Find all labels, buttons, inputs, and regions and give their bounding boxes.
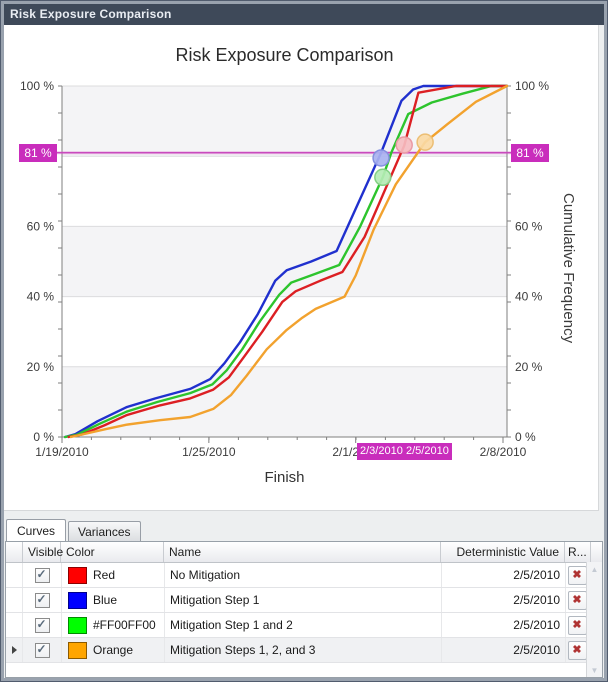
curve-name[interactable]: Mitigation Step 1 and 2 — [165, 613, 442, 637]
x-tick-label: 1/19/2010 — [35, 445, 89, 459]
grid-vertical-scrollbar[interactable]: ▲ ▼ — [586, 562, 602, 677]
marker-mitigation-step-1-and-2[interactable] — [374, 168, 392, 187]
color-swatch[interactable] — [68, 566, 87, 584]
color-label: Orange — [93, 643, 134, 657]
tab-variances[interactable]: Variances — [68, 521, 141, 541]
curve-name[interactable]: No Mitigation — [165, 563, 442, 587]
y-tick-label-left: 40 % — [27, 290, 55, 304]
deterministic-value[interactable]: 2/5/2010 — [442, 613, 566, 637]
color-label: #FF00FF00 — [93, 618, 156, 632]
row-gutter — [6, 588, 23, 612]
curve-row-blue[interactable]: Blue Mitigation Step 1 2/5/2010 — [6, 588, 602, 613]
delete-curve-button[interactable] — [567, 565, 587, 585]
crossing-date-label-2: 2/5/2010 — [403, 443, 452, 460]
x-tick-label: 1/25/2010 — [182, 445, 236, 459]
risk-chart-svg: 0 % 0 % 20 % 20 % 40 % 40 % 60 % 60 % 100 % 100 %… — [20, 79, 549, 459]
row-gutter — [6, 638, 23, 662]
curve-mitigation-step-1 — [63, 84, 509, 439]
curves-grid: Visible Color Name Deterministic Value R… — [5, 541, 603, 678]
y-tick-label-right: 40 % — [515, 290, 543, 304]
delete-curve-button[interactable] — [567, 615, 587, 635]
curve-row-red[interactable]: Red No Mitigation 2/5/2010 — [6, 563, 602, 588]
x-tick-label: 2/8/2010 — [480, 445, 527, 459]
y-tick-label-right: 0 % — [515, 430, 536, 444]
plot-band — [62, 226, 507, 297]
row-gutter — [6, 563, 23, 587]
visible-checkbox[interactable] — [34, 642, 50, 658]
tab-strip: Curves Variances — [6, 519, 143, 541]
threshold-label-left[interactable]: 81 % — [19, 144, 57, 162]
curve-name[interactable]: Mitigation Steps 1, 2, and 3 — [165, 638, 442, 662]
tab-curves[interactable]: Curves — [6, 519, 67, 541]
scroll-up-icon[interactable]: ▲ — [590, 564, 599, 574]
color-swatch[interactable] — [68, 591, 87, 609]
curve-row-orange[interactable]: Orange Mitigation Steps 1, 2, and 3 2/5/… — [6, 638, 602, 663]
visible-checkbox[interactable] — [34, 592, 50, 608]
marker-mitigation-steps-1-2-and-3[interactable] — [416, 133, 434, 151]
row-gutter — [6, 613, 23, 637]
y-tick-label-left: 60 % — [27, 219, 55, 233]
chart-panel: 0 % 0 % 20 % 20 % 40 % 40 % 60 % 60 % 100 % 100 %… — [4, 25, 599, 511]
scroll-down-icon[interactable]: ▼ — [590, 665, 599, 675]
chart-title: Risk Exposure Comparison — [175, 45, 394, 65]
deterministic-value[interactable]: 2/5/2010 — [442, 638, 566, 662]
y-tick-label-right: 60 % — [515, 219, 543, 233]
crossing-date-label-1: 2/3/2010 — [357, 443, 403, 460]
y-tick-label-right: 20 % — [515, 360, 543, 374]
window-body: 0 % 0 % 20 % 20 % 40 % 40 % 60 % 60 % 100 % 100 %… — [4, 25, 604, 678]
curve-mitigation-steps-1-2-and-3 — [69, 84, 509, 439]
marker-no-mitigation[interactable] — [395, 136, 413, 154]
deterministic-value[interactable]: 2/5/2010 — [442, 588, 566, 612]
window-titlebar[interactable]: Risk Exposure Comparison — [4, 4, 604, 25]
header-remove[interactable]: R... — [565, 542, 591, 562]
curve-name[interactable]: Mitigation Step 1 — [165, 588, 442, 612]
grid-header: Visible Color Name Deterministic Value R… — [6, 542, 602, 563]
header-deterministic-value[interactable]: Deterministic Value — [441, 542, 565, 562]
color-swatch[interactable] — [68, 616, 87, 634]
y-tick-label-right: 100 % — [515, 79, 549, 93]
threshold-label-right[interactable]: 81 % — [511, 144, 549, 162]
y-tick-label-left: 100 % — [20, 79, 54, 93]
x-axis-title: Finish — [264, 469, 305, 486]
y-axis-title: Cumulative Frequency — [560, 192, 577, 344]
header-scroll-spacer — [591, 542, 604, 562]
delete-curve-button[interactable] — [567, 640, 587, 660]
deterministic-value[interactable]: 2/5/2010 — [442, 563, 566, 587]
color-label: Red — [93, 568, 116, 582]
header-gutter — [6, 542, 23, 562]
color-label: Blue — [93, 593, 118, 607]
color-swatch[interactable] — [68, 641, 87, 659]
plot-band — [62, 86, 507, 157]
visible-checkbox[interactable] — [34, 567, 50, 583]
visible-checkbox[interactable] — [34, 617, 50, 633]
header-color[interactable]: Color — [61, 542, 164, 562]
marker-mitigation-step-1[interactable] — [372, 149, 390, 167]
y-tick-label-left: 0 % — [33, 430, 54, 444]
plot-band — [62, 366, 507, 437]
delete-curve-button[interactable] — [567, 590, 587, 610]
grid-empty-area — [6, 663, 602, 678]
header-visible[interactable]: Visible — [23, 542, 63, 562]
curve-mitigation-step-1-and-2 — [63, 84, 509, 439]
window-title: Risk Exposure Comparison — [10, 7, 172, 21]
y-tick-label-left: 20 % — [27, 360, 55, 374]
curve-row-green[interactable]: #FF00FF00 Mitigation Step 1 and 2 2/5/20… — [6, 613, 602, 638]
current-row-indicator-icon — [11, 646, 17, 654]
header-name[interactable]: Name — [164, 542, 441, 562]
